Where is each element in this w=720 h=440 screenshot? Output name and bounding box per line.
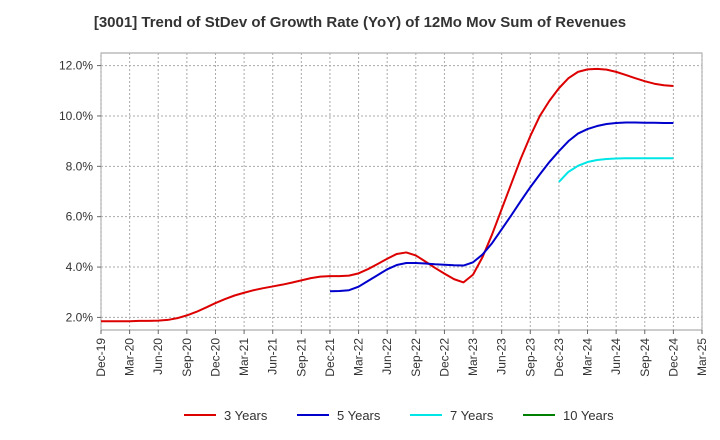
x-tick-label: Mar-23 [466, 338, 480, 376]
x-tick-label: Mar-22 [352, 338, 366, 376]
x-tick-label: Mar-25 [695, 338, 709, 376]
legend-label-3: 7 Years [450, 408, 494, 423]
y-tick-label: 8.0% [66, 159, 94, 173]
x-tick-label: Sep-24 [638, 338, 652, 377]
x-tick-label: Jun-23 [495, 338, 509, 375]
grid-layer [100, 52, 703, 331]
x-tick-label: Dec-22 [437, 338, 451, 377]
y-tick-label: 2.0% [66, 310, 94, 324]
x-tick-label: Mar-20 [123, 338, 137, 376]
plot-frame [100, 52, 703, 331]
legend-label-4: 10 Years [563, 408, 614, 423]
y-tick-label: 6.0% [66, 210, 94, 224]
y-tick-label: 12.0% [59, 59, 93, 73]
x-tick-label: Sep-20 [180, 338, 194, 377]
axis-layer: 2.0% 4.0% 6.0% 8.0% 10.0% 12.0% Dec-19 Mar-20 Ju… [59, 59, 709, 377]
x-tick-label: Dec-20 [208, 338, 222, 377]
x-tick-label: Dec-21 [323, 338, 337, 377]
x-tick-label: Jun-24 [609, 338, 623, 375]
y-tick-label: 10.0% [59, 109, 93, 123]
x-tick-label: Sep-21 [294, 338, 308, 377]
x-tick-label: Jun-20 [151, 338, 165, 375]
legend-label-1: 3 Years [224, 408, 268, 423]
x-tick-label: Sep-23 [523, 338, 537, 377]
x-tick-label: Dec-23 [552, 338, 566, 377]
series-line-3 [558, 157, 674, 183]
x-tick-label: Mar-24 [581, 338, 595, 376]
x-tick-label: Dec-19 [94, 338, 108, 377]
x-tick-label: Dec-24 [666, 338, 680, 377]
legend-layer: 3 Years 5 Years 7 Years 10 Years [184, 408, 614, 423]
x-tick-label: Sep-22 [409, 338, 423, 377]
series-line-1 [101, 67, 674, 323]
series-line-2 [329, 121, 674, 293]
series-layer [101, 67, 674, 323]
x-tick-label: Jun-22 [380, 338, 394, 375]
chart-title: [3001] Trend of StDev of Growth Rate (Yo… [93, 14, 627, 31]
legend-label-2: 5 Years [337, 408, 381, 423]
x-tick-label: Jun-21 [266, 338, 280, 375]
y-tick-label: 4.0% [66, 260, 94, 274]
x-tick-label: Mar-21 [237, 338, 251, 376]
